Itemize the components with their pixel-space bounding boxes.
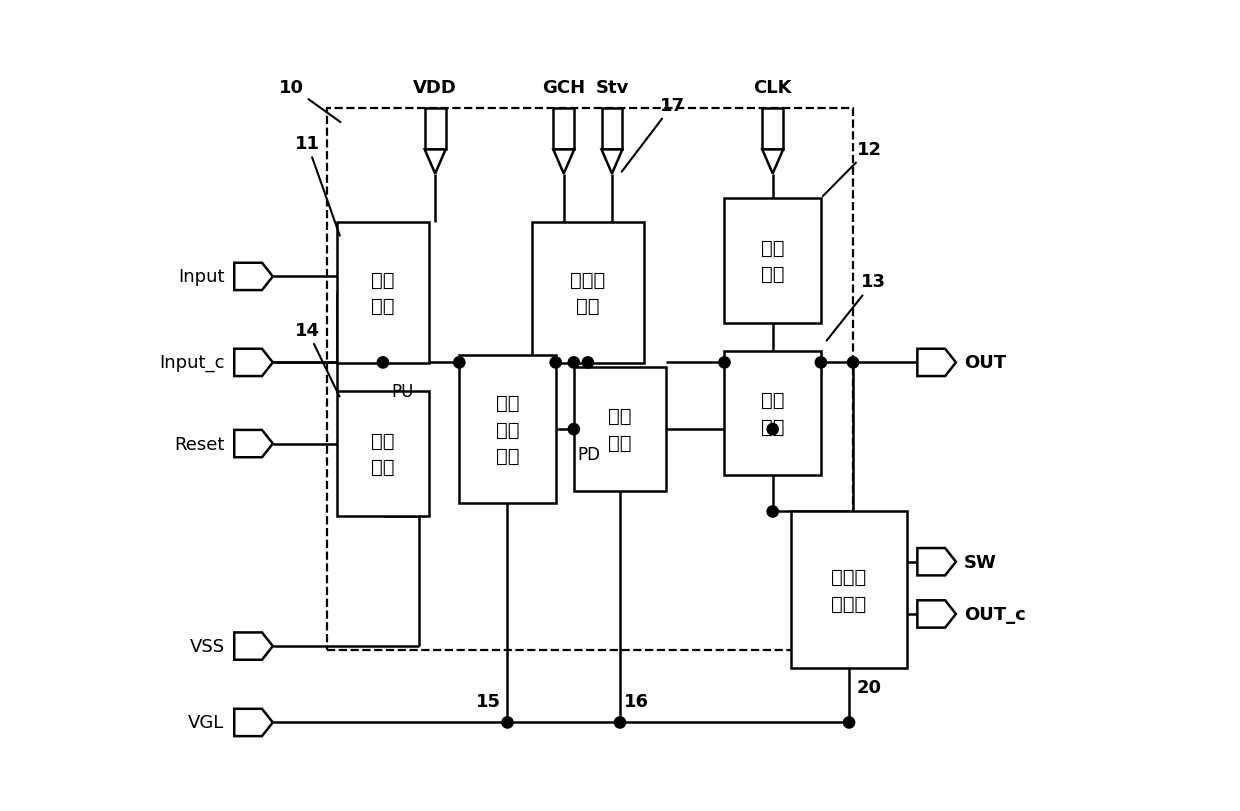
Circle shape [815,358,827,368]
Text: PD: PD [578,445,601,464]
Text: 11: 11 [295,135,340,236]
Circle shape [568,424,579,436]
Text: 13: 13 [827,273,887,341]
Text: VDD: VDD [413,79,458,97]
Circle shape [719,358,730,368]
Text: 初始化
模块: 初始化 模块 [570,270,605,315]
Text: Reset: Reset [175,435,224,453]
Circle shape [768,424,779,436]
Text: VSS: VSS [190,637,224,655]
Text: Stv: Stv [595,79,629,97]
Circle shape [768,506,779,517]
Bar [724,351,821,476]
Polygon shape [234,633,273,660]
Text: 复位
模块: 复位 模块 [371,431,394,476]
Bar [337,223,429,363]
Text: 14: 14 [295,321,340,397]
Text: 下拉
模块: 下拉 模块 [609,407,631,453]
Polygon shape [234,350,273,376]
Bar [601,109,622,150]
Polygon shape [918,601,956,628]
Circle shape [454,358,465,368]
Polygon shape [918,350,956,376]
Text: 10: 10 [279,79,341,123]
Circle shape [568,358,579,368]
Circle shape [583,358,594,368]
Bar [574,367,666,491]
Bar [337,392,429,516]
Text: OUT: OUT [963,354,1006,372]
Text: 上拉
模块: 上拉 模块 [761,238,785,284]
Polygon shape [918,548,956,576]
Bar [326,109,853,650]
Text: CLK: CLK [754,79,792,97]
Polygon shape [601,150,622,174]
Bar [791,512,908,668]
Circle shape [502,717,513,728]
Text: 16: 16 [624,693,649,710]
Text: 回扫控
制模块: 回扫控 制模块 [831,568,867,613]
Circle shape [847,358,858,368]
Text: 自举
模块: 自举 模块 [761,391,785,436]
Text: 17: 17 [621,97,686,173]
Text: SW: SW [963,553,997,571]
Circle shape [551,358,562,368]
Bar [763,109,784,150]
Polygon shape [553,150,574,174]
Polygon shape [234,709,273,736]
Circle shape [843,717,854,728]
Text: Input_c: Input_c [159,354,224,372]
Bar [532,223,644,363]
Text: 下拉
控制
模块: 下拉 控制 模块 [496,393,520,466]
Text: VGL: VGL [188,714,224,732]
Polygon shape [425,150,445,174]
Text: 15: 15 [476,693,501,710]
Circle shape [614,717,626,728]
Circle shape [377,358,388,368]
Text: GCH: GCH [542,79,585,97]
Bar [425,109,445,150]
Text: OUT_c: OUT_c [963,605,1025,623]
Polygon shape [234,431,273,457]
Bar [459,355,556,504]
Polygon shape [763,150,784,174]
Text: PU: PU [391,383,413,401]
Bar [724,199,821,324]
Text: 12: 12 [823,140,882,197]
Text: 输入
模块: 输入 模块 [371,270,394,315]
Text: 20: 20 [857,678,882,696]
Polygon shape [234,264,273,290]
Text: Input: Input [179,268,224,286]
Bar [553,109,574,150]
